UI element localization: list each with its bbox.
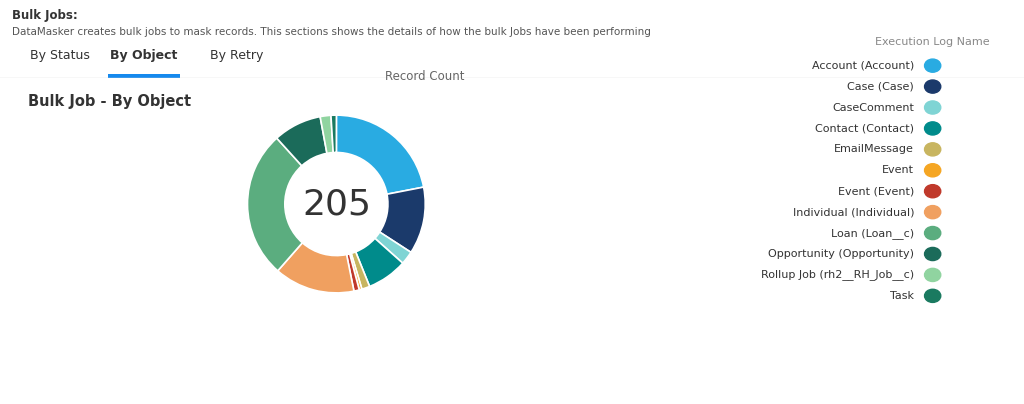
Bar (108, 74, 180, 78)
Circle shape (925, 101, 941, 114)
Text: CaseComment: CaseComment (833, 103, 914, 112)
Text: Rollup Job (rh2__RH_Job__c): Rollup Job (rh2__RH_Job__c) (761, 269, 914, 280)
Circle shape (925, 247, 941, 261)
Text: By Retry: By Retry (210, 50, 263, 63)
Circle shape (925, 206, 941, 219)
Text: Loan (Loan__c): Loan (Loan__c) (831, 227, 914, 238)
Circle shape (925, 185, 941, 198)
Wedge shape (380, 187, 425, 252)
Text: Account (Account): Account (Account) (812, 61, 914, 71)
Wedge shape (336, 115, 424, 194)
Circle shape (925, 164, 941, 177)
Text: Record Count: Record Count (385, 70, 465, 83)
Circle shape (925, 268, 941, 282)
Wedge shape (276, 117, 327, 166)
Text: By Status: By Status (30, 50, 90, 63)
Wedge shape (375, 232, 411, 263)
Text: Case (Case): Case (Case) (848, 82, 914, 92)
Wedge shape (349, 253, 361, 290)
Circle shape (925, 122, 941, 135)
Circle shape (925, 143, 941, 156)
Text: DataMasker creates bulk jobs to mask records. This sections shows the details of: DataMasker creates bulk jobs to mask rec… (12, 27, 651, 37)
Text: Bulk Jobs:: Bulk Jobs: (12, 10, 78, 23)
Text: 205: 205 (302, 187, 371, 221)
Wedge shape (355, 238, 402, 286)
Wedge shape (346, 254, 359, 291)
Wedge shape (321, 115, 333, 154)
Text: Task: Task (890, 291, 914, 301)
Circle shape (925, 59, 941, 72)
Text: EmailMessage: EmailMessage (835, 144, 914, 154)
Wedge shape (351, 252, 370, 289)
Wedge shape (331, 115, 336, 153)
Text: Bulk Job - By Object: Bulk Job - By Object (29, 94, 191, 109)
Text: Execution Log Name: Execution Log Name (876, 37, 990, 47)
Wedge shape (248, 138, 302, 271)
Text: Individual (Individual): Individual (Individual) (793, 207, 914, 217)
Text: Contact (Contact): Contact (Contact) (815, 124, 914, 133)
Text: Event (Event): Event (Event) (838, 186, 914, 196)
Text: Opportunity (Opportunity): Opportunity (Opportunity) (768, 249, 914, 259)
Circle shape (925, 80, 941, 93)
Text: Event: Event (883, 165, 914, 175)
Circle shape (925, 227, 941, 240)
Wedge shape (278, 243, 354, 293)
Circle shape (925, 289, 941, 303)
Text: By Object: By Object (110, 50, 177, 63)
